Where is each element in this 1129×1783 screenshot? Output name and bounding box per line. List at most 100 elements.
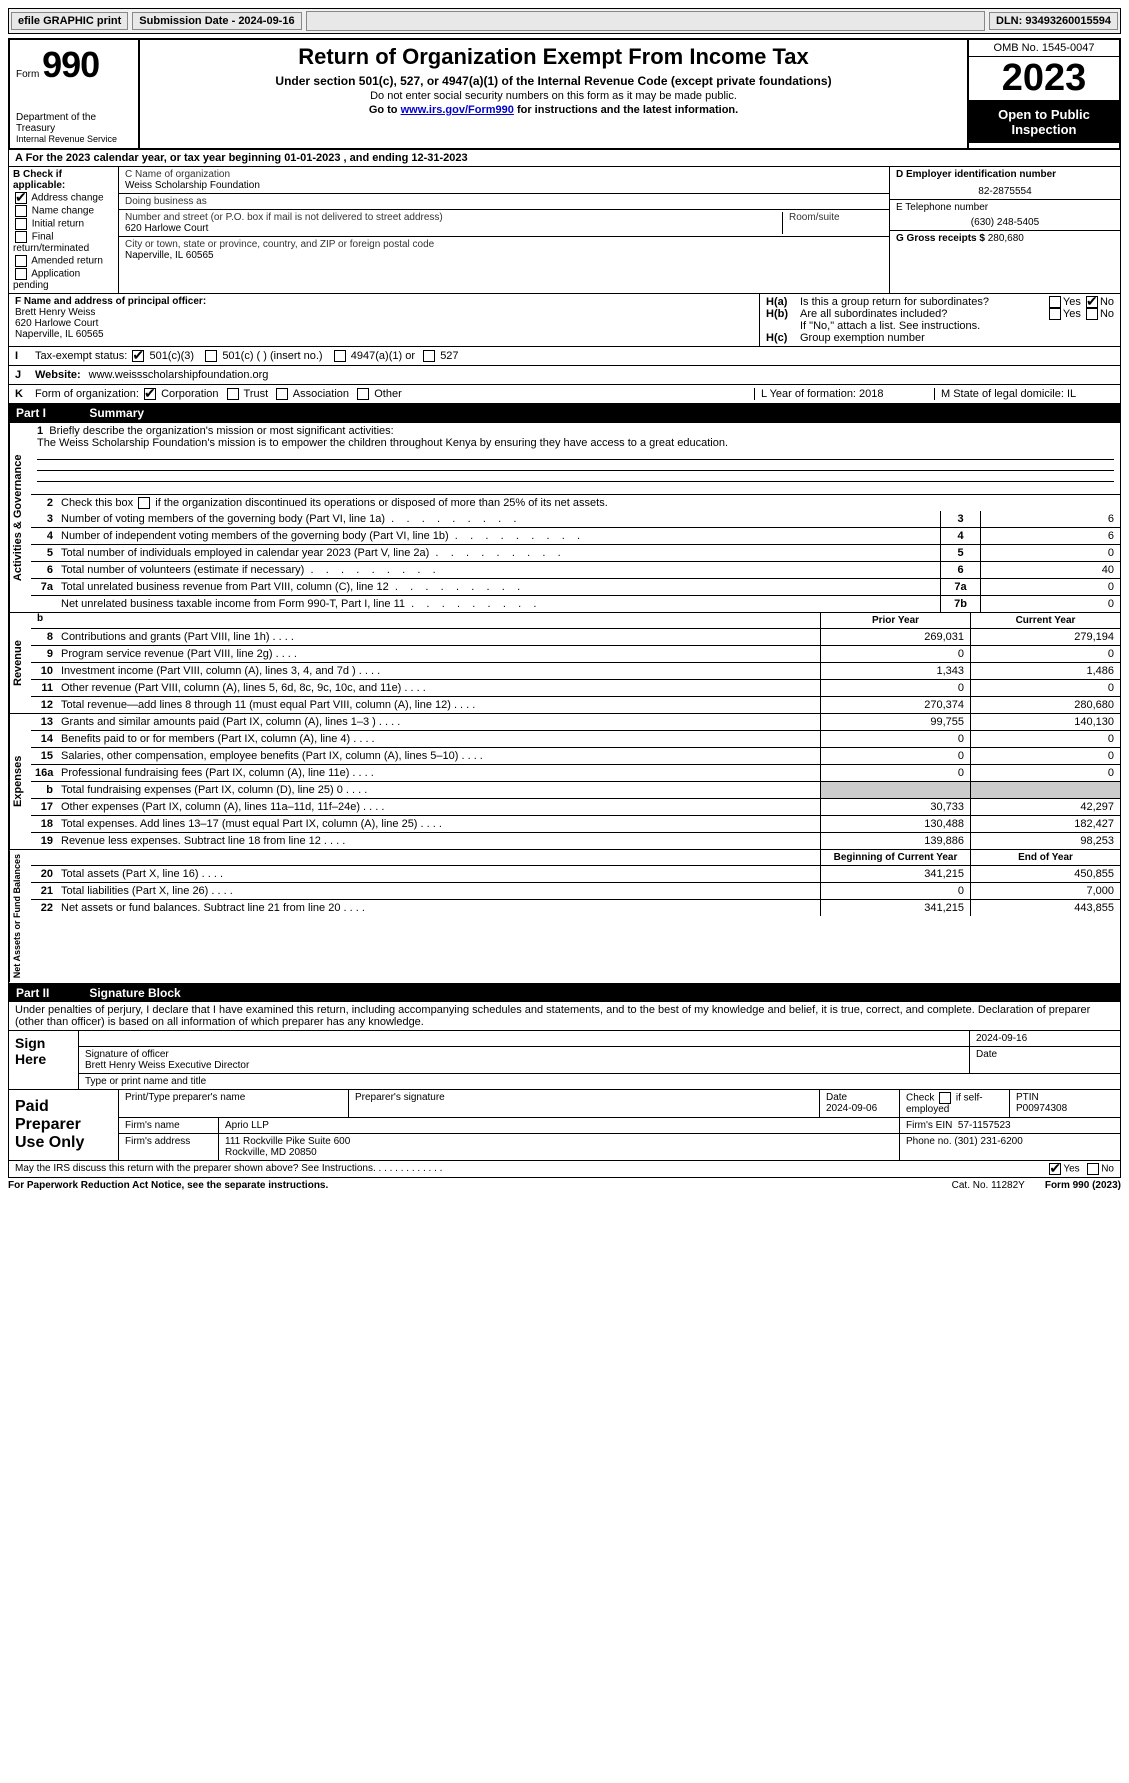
cb-initial-return[interactable]: Initial return [13,218,114,230]
firm-addr-label: Firm's address [119,1134,219,1160]
row-text: Other expenses (Part IX, column (A), lin… [57,799,820,815]
officer-street: 620 Harlowe Court [15,318,753,329]
cb-501c3[interactable] [132,350,144,362]
row-num: 3 [31,511,57,527]
row-num: 19 [31,833,57,849]
cb-corporation[interactable] [144,388,156,400]
grid-row: 10Investment income (Part VIII, column (… [31,663,1120,680]
q1-label: Briefly describe the organization's miss… [49,425,393,437]
cb-amended-return[interactable]: Amended return [13,255,114,267]
prior-value: 0 [820,765,970,781]
part1-revenue: Revenue b Prior Year Current Year 8Contr… [8,613,1121,714]
gross-value: 280,680 [988,233,1024,244]
city-state-zip: Naperville, IL 60565 [125,250,883,261]
row-text: Total unrelated business revenue from Pa… [57,579,940,595]
row-num: 14 [31,731,57,747]
i-key: I [15,350,35,362]
current-value: 279,194 [970,629,1120,645]
row-text: Number of independent voting members of … [57,528,940,544]
public-inspection: Open to Public Inspection [969,101,1119,143]
officer-h-block: F Name and address of principal officer:… [8,294,1121,347]
tax-year: 2023 [969,57,1119,101]
cb-4947a1[interactable] [334,350,346,362]
officer-name: Brett Henry Weiss [15,307,753,318]
dept-treasury: Department of the Treasury [16,112,132,134]
row-value: 0 [980,545,1120,561]
cb-self-employed[interactable] [939,1092,951,1104]
current-value [970,782,1120,798]
hb-label: H(b) [766,308,800,320]
cb-app-pending[interactable]: Application pending [13,268,114,291]
omb-number: OMB No. 1545-0047 [969,40,1119,57]
discuss-yes[interactable] [1049,1163,1061,1175]
row-box: 6 [940,562,980,578]
row-box: 5 [940,545,980,561]
cb-527[interactable] [423,350,435,362]
irs-link[interactable]: www.irs.gov/Form990 [401,104,514,116]
submission-date: Submission Date - 2024-09-16 [132,12,301,30]
ha-yes[interactable] [1049,296,1061,308]
part1-header: Part I Summary [8,404,1121,422]
row-text: Total revenue—add lines 8 through 11 (mu… [57,697,820,713]
col-end-year: End of Year [970,850,1120,865]
row-value: 6 [980,528,1120,544]
efile-print-button[interactable]: efile GRAPHIC print [11,12,128,30]
cb-discontinued[interactable] [138,497,150,509]
current-value: 182,427 [970,816,1120,832]
current-value: 7,000 [970,883,1120,899]
prior-value: 269,031 [820,629,970,645]
summary-row: Net unrelated business taxable income fr… [31,596,1120,612]
sign-here-row: Sign Here 2024-09-16 Signature of office… [9,1031,1120,1090]
row-num [31,596,57,612]
row-text: Total fundraising expenses (Part IX, col… [57,782,820,798]
officer-city: Naperville, IL 60565 [15,329,753,340]
cb-trust[interactable] [227,388,239,400]
row-num: 8 [31,629,57,645]
perjury-declaration: Under penalties of perjury, I declare th… [9,1002,1120,1031]
row-text: Professional fundraising fees (Part IX, … [57,765,820,781]
ha-text: Is this a group return for subordinates? [800,296,1047,308]
cb-name-change[interactable]: Name change [13,205,114,217]
vert-label-revenue: Revenue [9,613,31,713]
cb-501c-other[interactable] [205,350,217,362]
row-box: 4 [940,528,980,544]
k-key: K [15,388,35,400]
firm-ein-label: Firm's EIN [906,1120,952,1131]
current-value: 140,130 [970,714,1120,730]
phone-label: E Telephone number [896,202,1114,213]
form-word: Form [16,69,39,80]
row-text: Total assets (Part X, line 16) . . . . [57,866,820,882]
prior-value: 130,488 [820,816,970,832]
row-num: 4 [31,528,57,544]
hb-no[interactable] [1086,308,1098,320]
cb-address-change[interactable]: Address change [13,192,114,204]
top-toolbar: efile GRAPHIC print Submission Date - 20… [8,8,1121,34]
cb-final-return[interactable]: Final return/terminated [13,231,114,254]
dba-label: Doing business as [125,196,207,207]
ijk-block: I Tax-exempt status: 501(c)(3) 501(c) ( … [8,347,1121,404]
row-text: Contributions and grants (Part VIII, lin… [57,629,820,645]
prior-value: 1,343 [820,663,970,679]
row-text: Revenue less expenses. Subtract line 18 … [57,833,820,849]
current-value: 0 [970,731,1120,747]
goto-line: Go to www.irs.gov/Form990 for instructio… [148,104,959,116]
form-title: Return of Organization Exempt From Incom… [148,44,959,70]
mission-text: The Weiss Scholarship Foundation's missi… [37,437,728,449]
signature-block: Under penalties of perjury, I declare th… [8,1002,1121,1161]
cb-association[interactable] [276,388,288,400]
row-num: 17 [31,799,57,815]
row-num: 16a [31,765,57,781]
ha-no[interactable] [1086,296,1098,308]
tax-exempt-label: Tax-exempt status: [35,350,127,362]
prep-date: 2024-09-06 [826,1103,893,1114]
grid-row: 21Total liabilities (Part X, line 26) . … [31,883,1120,900]
row-text: Net unrelated business taxable income fr… [57,596,940,612]
row-text: Program service revenue (Part VIII, line… [57,646,820,662]
ein-label: D Employer identification number [896,169,1114,180]
row-text: Total number of volunteers (estimate if … [57,562,940,578]
current-value: 1,486 [970,663,1120,679]
cb-other[interactable] [357,388,369,400]
discuss-no[interactable] [1087,1163,1099,1175]
hb-yes[interactable] [1049,308,1061,320]
grid-row: 16aProfessional fundraising fees (Part I… [31,765,1120,782]
